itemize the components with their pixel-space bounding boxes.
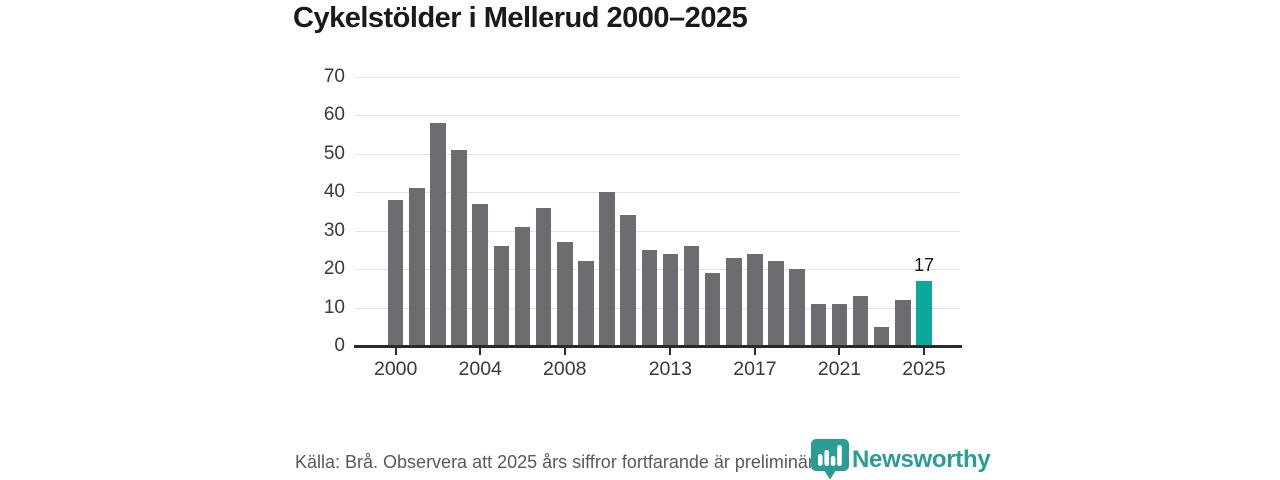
x-axis-label-2013: 2013 [648, 358, 693, 380]
gridline-y-60 [355, 115, 960, 117]
bar-2012 [641, 249, 658, 346]
bar-value-label: 17 [913, 254, 935, 275]
y-axis-label-60: 60 [323, 104, 345, 126]
source-note: Källa: Brå. Observera att 2025 års siffr… [295, 452, 829, 472]
bar-2018 [768, 261, 784, 346]
bar-2004 [472, 203, 488, 346]
bar-2010 [599, 192, 615, 346]
gridline-y-30 [355, 230, 960, 232]
bar-2008 [557, 242, 573, 346]
bar-2003 [451, 150, 467, 346]
y-axis-label-50: 50 [323, 142, 345, 164]
bar-2007 [535, 207, 552, 346]
y-axis-label-0: 0 [334, 335, 345, 356]
newsworthy-logo-text: Newsworthy [852, 445, 991, 473]
gridline-y-50 [355, 153, 960, 155]
y-axis-label-30: 30 [323, 219, 345, 241]
bar-2001 [409, 188, 425, 346]
bar-2014 [683, 246, 700, 346]
x-tick-2025 [923, 348, 925, 355]
x-axis-label-2025: 2025 [902, 358, 946, 380]
x-tick-2000 [394, 348, 397, 355]
bar-2006 [514, 226, 531, 346]
x-axis-label-2021: 2021 [817, 358, 862, 380]
bar-2009 [578, 261, 594, 346]
bar-2020 [810, 303, 827, 346]
y-axis-label-70: 70 [323, 66, 345, 87]
bar-2017 [747, 253, 763, 346]
x-axis-label-2017: 2017 [733, 358, 777, 380]
bar-2025 [916, 280, 932, 346]
newsworthy-logo-icon [811, 439, 849, 480]
x-tick-2013 [669, 348, 672, 355]
bar-2023 [873, 326, 890, 346]
x-axis-label-2008: 2008 [543, 358, 587, 380]
y-axis-label-20: 20 [323, 258, 345, 280]
gridline-y-20 [355, 269, 960, 271]
bar-2002 [430, 123, 446, 346]
x-axis-label-2004: 2004 [458, 358, 502, 380]
bar-2005 [493, 246, 510, 346]
bar-2022 [852, 296, 869, 346]
bar-2013 [662, 253, 679, 346]
bar-2011 [620, 215, 636, 346]
x-axis-line [354, 345, 962, 348]
bar-2000 [387, 199, 404, 346]
y-axis-label-10: 10 [323, 296, 345, 318]
gridline-y-40 [355, 192, 960, 194]
newsworthy-logo[interactable]: Newsworthy [811, 439, 991, 480]
chart-title: Cykelstölder i Mellerud 2000–2025 [293, 2, 748, 34]
bar-2015 [704, 272, 721, 346]
x-axis-label-2000: 2000 [373, 358, 418, 380]
gridline-y-10 [355, 307, 960, 309]
x-tick-2021 [838, 348, 841, 355]
x-tick-2017 [753, 348, 756, 355]
x-tick-2004 [479, 348, 482, 355]
bar-2016 [726, 257, 742, 346]
gridline-y-70 [355, 77, 960, 78]
x-tick-2008 [563, 348, 566, 355]
bar-2019 [789, 269, 805, 346]
bar-2024 [895, 299, 911, 346]
bar-2021 [831, 303, 848, 346]
y-axis-label-40: 40 [323, 181, 345, 203]
